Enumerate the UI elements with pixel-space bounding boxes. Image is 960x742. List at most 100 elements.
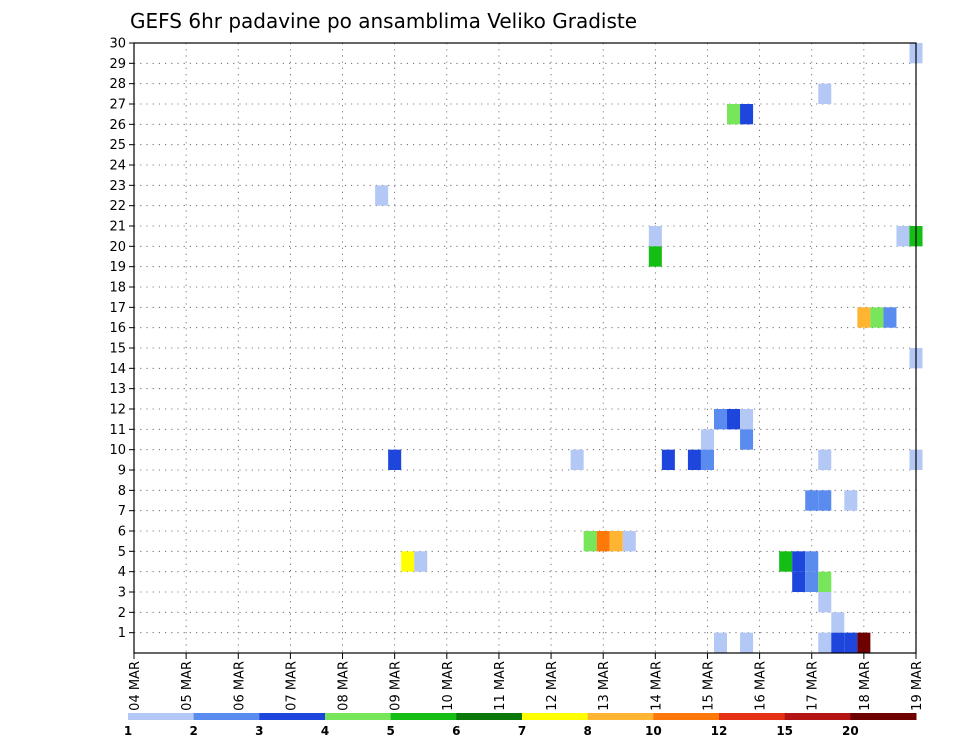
y-tick-label: 26 <box>109 118 126 133</box>
y-tick-label: 20 <box>109 240 126 255</box>
y-tick-label: 10 <box>109 443 126 458</box>
precip-cell <box>740 104 754 125</box>
y-tick-label: 25 <box>109 138 126 153</box>
y-tick-label: 7 <box>118 504 126 519</box>
legend-label: 3 <box>255 724 263 738</box>
y-tick-label: 8 <box>118 484 126 499</box>
precipitation-cells <box>375 43 923 653</box>
precip-cell <box>622 531 636 552</box>
precip-cell <box>713 409 728 430</box>
legend-label: 4 <box>321 724 329 738</box>
y-tick-label: 23 <box>109 179 126 194</box>
legend-label: 10 <box>645 724 662 738</box>
y-tick-label: 14 <box>109 362 126 377</box>
precip-cell <box>414 551 428 572</box>
precip-cell <box>740 409 754 430</box>
precip-cell <box>883 307 897 328</box>
precip-cell <box>779 551 793 572</box>
legend-swatch <box>850 713 917 720</box>
y-tick-label: 6 <box>118 525 126 540</box>
legend-swatch <box>128 713 195 720</box>
x-tick-label: 11 MAR <box>493 661 508 711</box>
x-tick-label: 04 MAR <box>128 661 143 711</box>
legend-label: 8 <box>583 724 591 738</box>
y-tick-label: 1 <box>118 626 126 641</box>
precip-cell <box>661 449 675 470</box>
y-tick-label: 16 <box>109 321 126 336</box>
precip-cell <box>857 307 871 328</box>
legend-swatch <box>587 713 654 720</box>
precip-cell <box>792 551 806 572</box>
y-tick-label: 21 <box>109 220 126 235</box>
y-tick-label: 11 <box>109 423 126 438</box>
legend-swatch <box>719 713 786 720</box>
legend-swatch <box>193 713 260 720</box>
precip-cell <box>818 83 832 104</box>
legend-label: 20 <box>842 724 859 738</box>
precip-cell <box>818 449 832 470</box>
precip-cell <box>844 490 858 511</box>
precip-cell <box>792 571 806 592</box>
precip-cell <box>727 104 741 125</box>
y-tick-label: 27 <box>109 98 126 113</box>
legend-label: 2 <box>189 724 197 738</box>
precip-cell <box>818 592 832 613</box>
legend-swatch <box>522 713 589 720</box>
precip-cell <box>740 429 754 450</box>
precip-cell <box>870 307 884 328</box>
x-tick-label: 15 MAR <box>701 661 716 711</box>
y-tick-label: 9 <box>118 464 126 479</box>
y-tick-label: 4 <box>118 565 126 580</box>
x-tick-label: 09 MAR <box>389 661 404 711</box>
legend-swatch <box>784 713 851 720</box>
precip-cell <box>805 551 819 572</box>
y-tick-label: 24 <box>109 159 126 174</box>
chart-title: GEFS 6hr padavine po ansamblima Veliko G… <box>130 9 637 33</box>
y-tick-label: 5 <box>118 545 126 560</box>
precip-cell <box>818 490 832 511</box>
precip-cell <box>831 612 845 633</box>
legend-label: 12 <box>711 724 728 738</box>
precip-cell <box>609 531 623 552</box>
legend-label: 7 <box>518 724 526 738</box>
precip-cell <box>700 449 714 470</box>
precip-cell <box>818 571 832 592</box>
precip-cell <box>727 409 741 430</box>
y-axis-ticks: 1234567891011121314151617181920212223242… <box>109 37 134 641</box>
x-tick-label: 05 MAR <box>180 661 195 711</box>
precip-cell <box>805 571 819 592</box>
precip-cell <box>896 226 910 247</box>
x-tick-label: 06 MAR <box>232 661 247 711</box>
precip-cell <box>831 632 845 653</box>
precip-cell <box>740 632 754 653</box>
legend-swatch <box>325 713 392 720</box>
y-tick-label: 12 <box>109 403 126 418</box>
x-tick-label: 07 MAR <box>284 661 299 711</box>
legend-swatch <box>653 713 720 720</box>
y-tick-label: 18 <box>109 281 126 296</box>
precip-cell <box>857 632 871 653</box>
precip-cell <box>375 185 389 206</box>
legend-swatch <box>456 713 523 720</box>
precip-cell <box>648 246 662 267</box>
precip-cell <box>388 449 402 470</box>
legend-label: 5 <box>386 724 394 738</box>
y-tick-label: 15 <box>109 342 126 357</box>
precip-cell <box>596 531 610 552</box>
x-tick-label: 18 MAR <box>858 661 873 711</box>
x-tick-label: 16 MAR <box>754 661 769 711</box>
legend-label: 15 <box>776 724 793 738</box>
legend-swatch <box>390 713 457 720</box>
color-legend: 1 2 3 4 5 6 7 8 10 12 15 20 <box>124 713 917 738</box>
y-tick-label: 22 <box>109 199 126 214</box>
precip-cell <box>713 632 728 653</box>
legend-label: 6 <box>452 724 460 738</box>
precip-cell <box>583 531 597 552</box>
precip-cell <box>687 449 701 470</box>
x-tick-label: 08 MAR <box>337 661 352 711</box>
precip-cell <box>818 632 832 653</box>
precip-cell <box>570 449 584 470</box>
x-tick-label: 17 MAR <box>806 661 821 711</box>
y-tick-label: 17 <box>109 301 126 316</box>
